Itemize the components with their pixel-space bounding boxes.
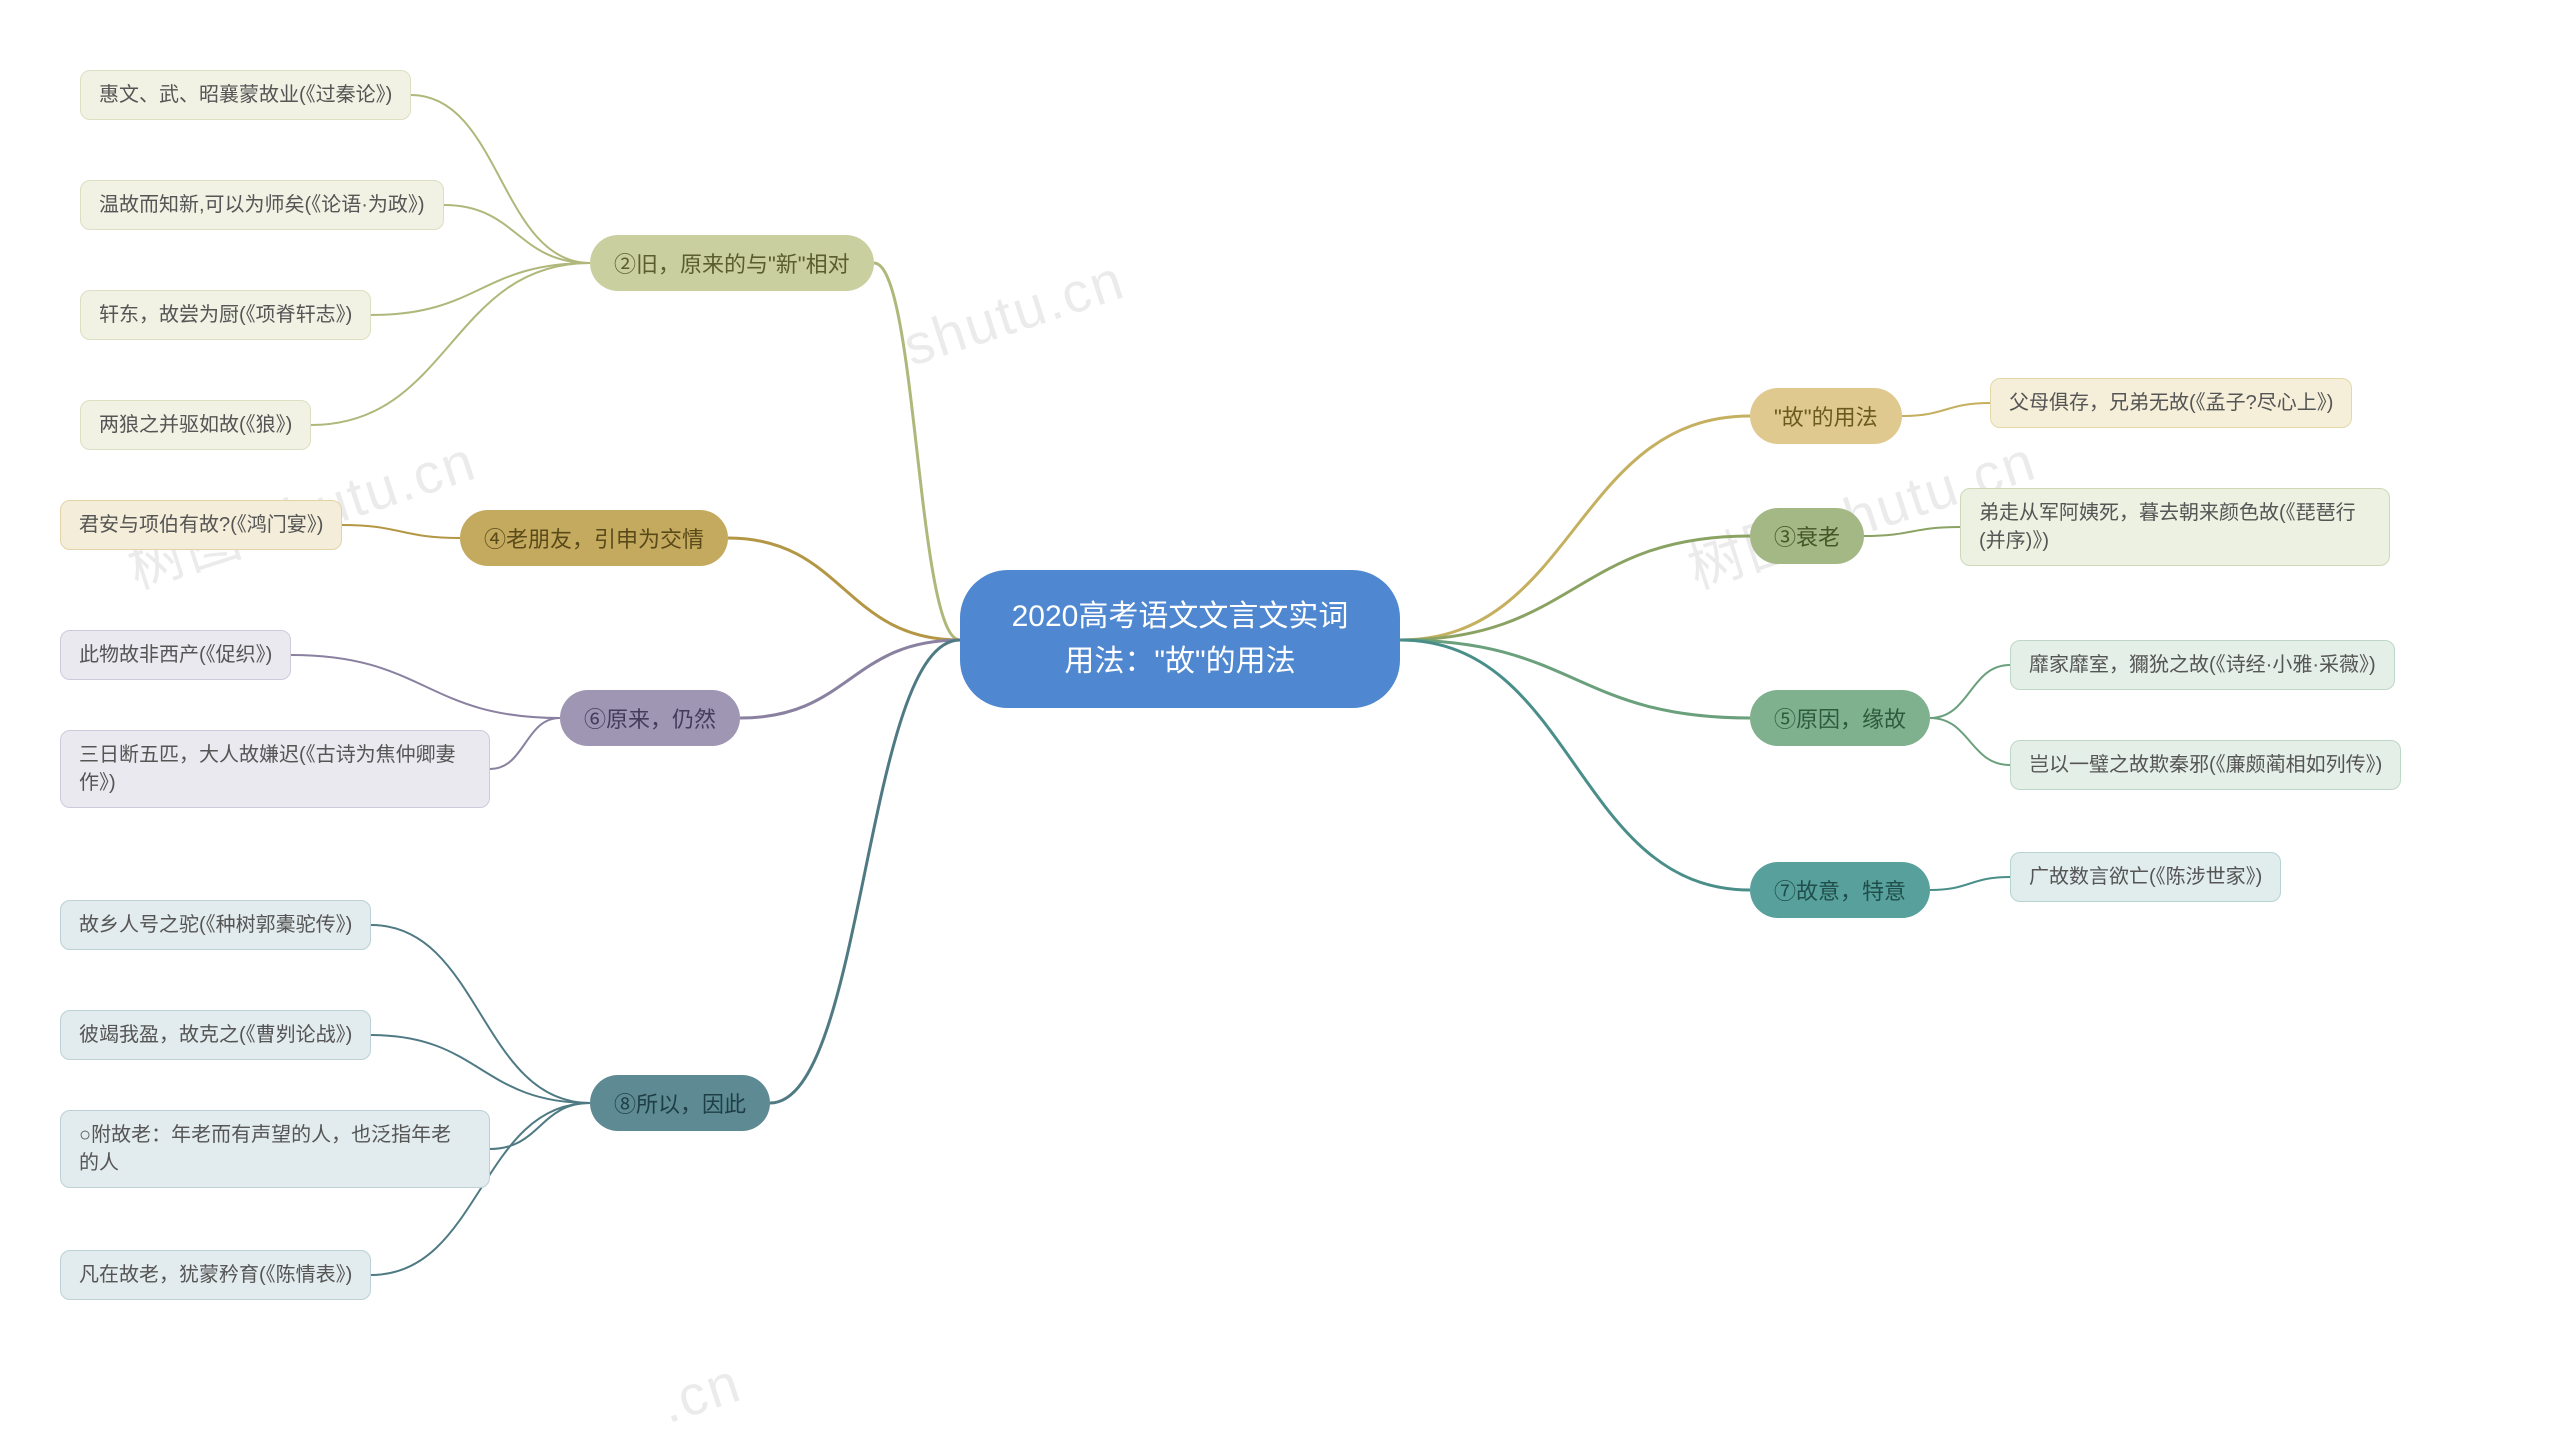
branch-node: ⑦故意，特意 — [1750, 862, 1930, 918]
branch-node: ②旧，原来的与"新"相对 — [590, 235, 874, 291]
leaf-node: 广故数言欲亡(《陈涉世家》) — [2010, 852, 2281, 902]
branch-node: ⑧所以，因此 — [590, 1075, 770, 1131]
branch-node: "故"的用法 — [1750, 388, 1902, 444]
root-node: 2020高考语文文言文实词用法："故"的用法 — [960, 570, 1400, 708]
watermark: shutu.cn — [896, 246, 1133, 378]
leaf-node: 弟走从军阿姨死，暮去朝来颜色故(《琵琶行(并序)》) — [1960, 488, 2390, 566]
leaf-node: 轩东，故尝为厨(《项脊轩志》) — [80, 290, 371, 340]
leaf-node: 彼竭我盈，故克之(《曹刿论战》) — [60, 1010, 371, 1060]
leaf-node: 三日断五匹，大人故嫌迟(《古诗为焦仲卿妻作》) — [60, 730, 490, 808]
leaf-node: 温故而知新,可以为师矣(《论语·为政》) — [80, 180, 444, 230]
leaf-node: 惠文、武、昭襄蒙故业(《过秦论》) — [80, 70, 411, 120]
leaf-node: 故乡人号之驼(《种树郭橐驼传》) — [60, 900, 371, 950]
branch-node: ⑥原来，仍然 — [560, 690, 740, 746]
leaf-node: 此物故非西产(《促织》) — [60, 630, 291, 680]
leaf-node: 岂以一璧之故欺秦邪(《廉颇蔺相如列传》) — [2010, 740, 2401, 790]
watermark: .cn — [652, 1349, 749, 1436]
branch-node: ⑤原因，缘故 — [1750, 690, 1930, 746]
branch-node: ③衰老 — [1750, 508, 1864, 564]
leaf-node: 凡在故老，犹蒙矜育(《陈情表》) — [60, 1250, 371, 1300]
leaf-node: ○附故老：年老而有声望的人，也泛指年老的人 — [60, 1110, 490, 1188]
leaf-node: 父母俱存，兄弟无故(《孟子?尽心上》) — [1990, 378, 2352, 428]
leaf-node: 君安与项伯有故?(《鸿门宴》) — [60, 500, 342, 550]
leaf-node: 两狼之并驱如故(《狼》) — [80, 400, 311, 450]
branch-node: ④老朋友，引申为交情 — [460, 510, 728, 566]
leaf-node: 靡家靡室，獮狁之故(《诗经·小雅·采薇》) — [2010, 640, 2395, 690]
